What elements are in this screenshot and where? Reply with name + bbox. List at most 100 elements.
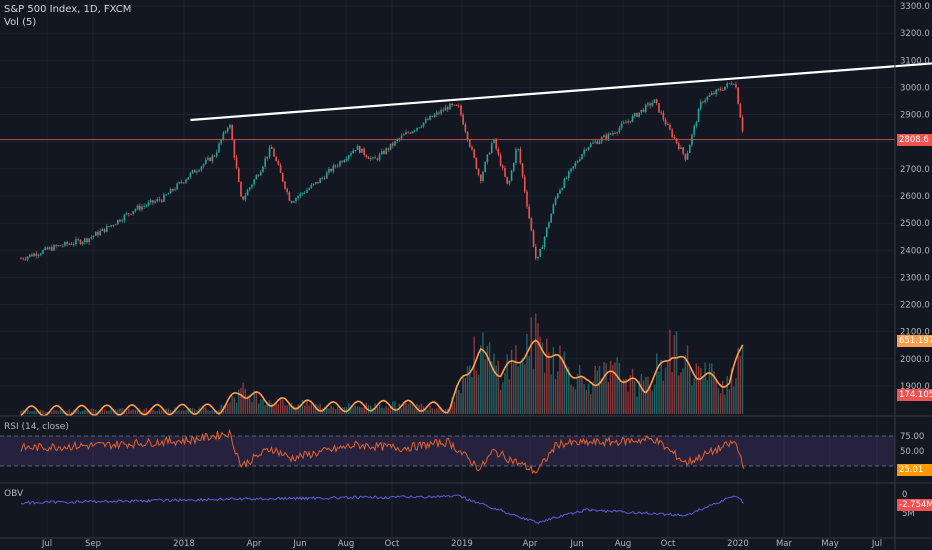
volume-bar	[614, 362, 616, 414]
price-tick-label: 2900.0	[900, 111, 930, 121]
candle-body	[50, 247, 53, 251]
volume-bar	[697, 366, 700, 414]
candle-body	[435, 112, 438, 115]
candle-body	[662, 112, 665, 120]
candle-body	[295, 197, 297, 202]
volume-bar	[194, 409, 196, 414]
candle-body	[539, 249, 541, 257]
candle-body	[103, 228, 106, 232]
candle-body	[301, 193, 304, 194]
candle-body	[66, 241, 68, 245]
time-tick-label: Oct	[661, 539, 676, 549]
volume-bar	[103, 409, 106, 414]
candle-body	[222, 132, 225, 140]
candle-body	[411, 131, 414, 134]
volume-bar	[326, 405, 328, 414]
candle-body	[138, 205, 141, 210]
candle-body	[352, 150, 354, 154]
candle-body	[526, 191, 528, 207]
candle-body	[86, 238, 88, 243]
volume-bar	[334, 408, 337, 414]
volume-bar	[499, 389, 502, 414]
price-tick-label: 2100.0	[900, 328, 930, 338]
volume-bar	[682, 368, 684, 414]
candle-body	[466, 131, 469, 140]
volume-bar	[110, 409, 112, 414]
volume-bar	[57, 411, 60, 414]
price-tick-label: 2700.0	[900, 165, 930, 175]
volume-bar	[53, 410, 55, 414]
time-axis: Jul Sep 2018 Apr Jun Aug Oct 2019 Apr Jun Aug Oct 20…	[41, 539, 882, 549]
volume-bar	[722, 381, 724, 414]
volume-bar	[486, 345, 489, 414]
volume-bar	[660, 359, 662, 414]
candle-body	[180, 182, 183, 183]
candle-body	[178, 182, 181, 184]
candle-body	[31, 254, 33, 257]
candle-body	[622, 122, 625, 124]
candle-body	[625, 122, 627, 124]
candle-body	[48, 247, 51, 250]
candle-body	[464, 124, 467, 132]
candle-body	[321, 177, 324, 179]
volume-bar	[651, 391, 654, 414]
volume-bar	[504, 373, 506, 414]
volume-bar	[475, 370, 478, 414]
symbol-title: S&P 500 Index, 1D, FXCM	[4, 4, 132, 15]
candle-body	[741, 117, 744, 132]
candle-body	[39, 253, 42, 255]
candle-body	[191, 170, 194, 173]
candle-body	[565, 178, 568, 179]
volume-bar	[462, 377, 464, 414]
candle-body	[693, 125, 695, 135]
time-tick-label: Sep	[85, 539, 101, 549]
candle-body	[424, 119, 427, 123]
candle-body	[268, 147, 271, 157]
volume-bar	[620, 382, 623, 414]
volume-bar	[598, 365, 601, 414]
volume-bar	[634, 381, 636, 414]
volume-bar	[233, 397, 236, 414]
price-tick-label: 2400.0	[900, 246, 930, 256]
candle-body	[684, 153, 687, 160]
candle-body	[545, 227, 548, 237]
candle-body	[229, 125, 231, 128]
time-tick-label: May	[821, 539, 839, 549]
candle-body	[336, 165, 339, 167]
candle-body	[255, 175, 258, 180]
volume-bar	[706, 380, 709, 414]
volume-bar	[290, 403, 293, 414]
volume-bar	[473, 336, 475, 414]
volume-bar	[183, 410, 185, 414]
volume-bar	[152, 409, 154, 414]
volume-bar	[420, 403, 423, 414]
candle-body	[215, 152, 218, 157]
candle-body	[418, 127, 420, 129]
candle-body	[231, 125, 233, 141]
candle-body	[631, 115, 634, 122]
candle-body	[209, 157, 211, 162]
time-tick-label: Aug	[615, 539, 632, 549]
time-tick-label: Aug	[338, 539, 355, 549]
candle-body	[83, 238, 86, 243]
candle-body	[616, 132, 618, 134]
volume-bar	[713, 371, 715, 414]
candle-body	[97, 231, 99, 236]
candle-body	[633, 113, 636, 116]
volume-bar	[444, 408, 447, 414]
volume-bar	[121, 408, 123, 414]
volume-bar	[59, 409, 62, 414]
volume-bar	[405, 403, 407, 414]
candle-body	[490, 142, 493, 153]
volume-bar	[429, 406, 431, 414]
candle-body	[46, 247, 49, 250]
volume-bar	[224, 405, 227, 414]
price-tick-label: 1900.0	[900, 382, 930, 392]
volume-bar	[539, 336, 541, 414]
candle-body	[182, 182, 185, 184]
candle-body	[213, 155, 216, 157]
candle-body	[149, 200, 152, 203]
volume-bar	[381, 407, 383, 414]
volume-bar	[330, 405, 332, 414]
